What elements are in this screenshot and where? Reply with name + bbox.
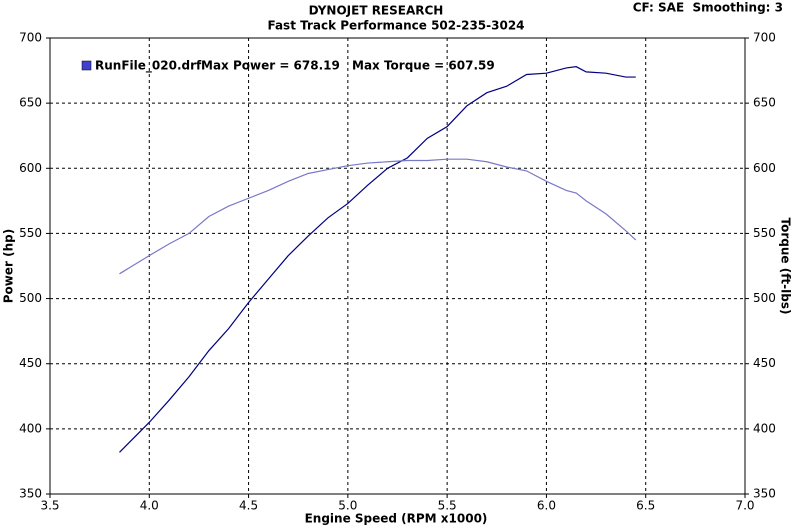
x-tick-label: 5.0: [338, 499, 357, 513]
series-line: [119, 66, 636, 453]
y-tick-label: 600: [19, 161, 42, 175]
y-tick-label: 450: [19, 356, 42, 370]
x-tick-label: 4.5: [239, 499, 258, 513]
corner-note: CF: SAE Smoothing: 3: [633, 1, 783, 15]
y2-tick-label: 500: [753, 291, 776, 305]
annotation: Max Torque = 607.59: [352, 59, 495, 73]
y2-tick-label: 400: [753, 421, 776, 435]
x-tick-label: 5.5: [438, 499, 457, 513]
x-axis-label: Engine Speed (RPM x1000): [305, 512, 488, 526]
annotation: Max Power = 678.19: [201, 59, 340, 73]
y2-tick-label: 700: [753, 31, 776, 45]
y2-tick-label: 350: [753, 487, 776, 501]
y-tick-label: 700: [19, 31, 42, 45]
legend-swatch: [81, 60, 92, 71]
y-tick-label: 400: [19, 421, 42, 435]
y-axis-label: Power (hp): [2, 229, 16, 303]
chart-subtitle: Fast Track Performance 502-235-3024: [267, 19, 524, 33]
y-tick-label: 350: [19, 487, 42, 501]
x-tick-label: 4.0: [140, 499, 159, 513]
y2-tick-label: 600: [753, 161, 776, 175]
y2-tick-label: 450: [753, 356, 776, 370]
chart-title: DYNOJET RESEARCH: [309, 4, 444, 18]
plot-area: [49, 37, 746, 495]
x-tick-label: 6.5: [636, 499, 655, 513]
y-tick-label: 500: [19, 291, 42, 305]
series-line: [119, 158, 637, 275]
legend-label: RunFile_020.drf: [95, 59, 202, 74]
y2-tick-label: 550: [753, 226, 776, 240]
x-tick-label: 7.0: [735, 499, 754, 513]
y2-tick-label: 650: [753, 96, 776, 110]
x-tick-label: 3.5: [40, 499, 59, 513]
y2-axis-label: Torque (ft-lbs): [779, 218, 793, 315]
x-tick-label: 6.0: [537, 499, 556, 513]
y-tick-label: 550: [19, 226, 42, 240]
y-tick-label: 650: [19, 96, 42, 110]
